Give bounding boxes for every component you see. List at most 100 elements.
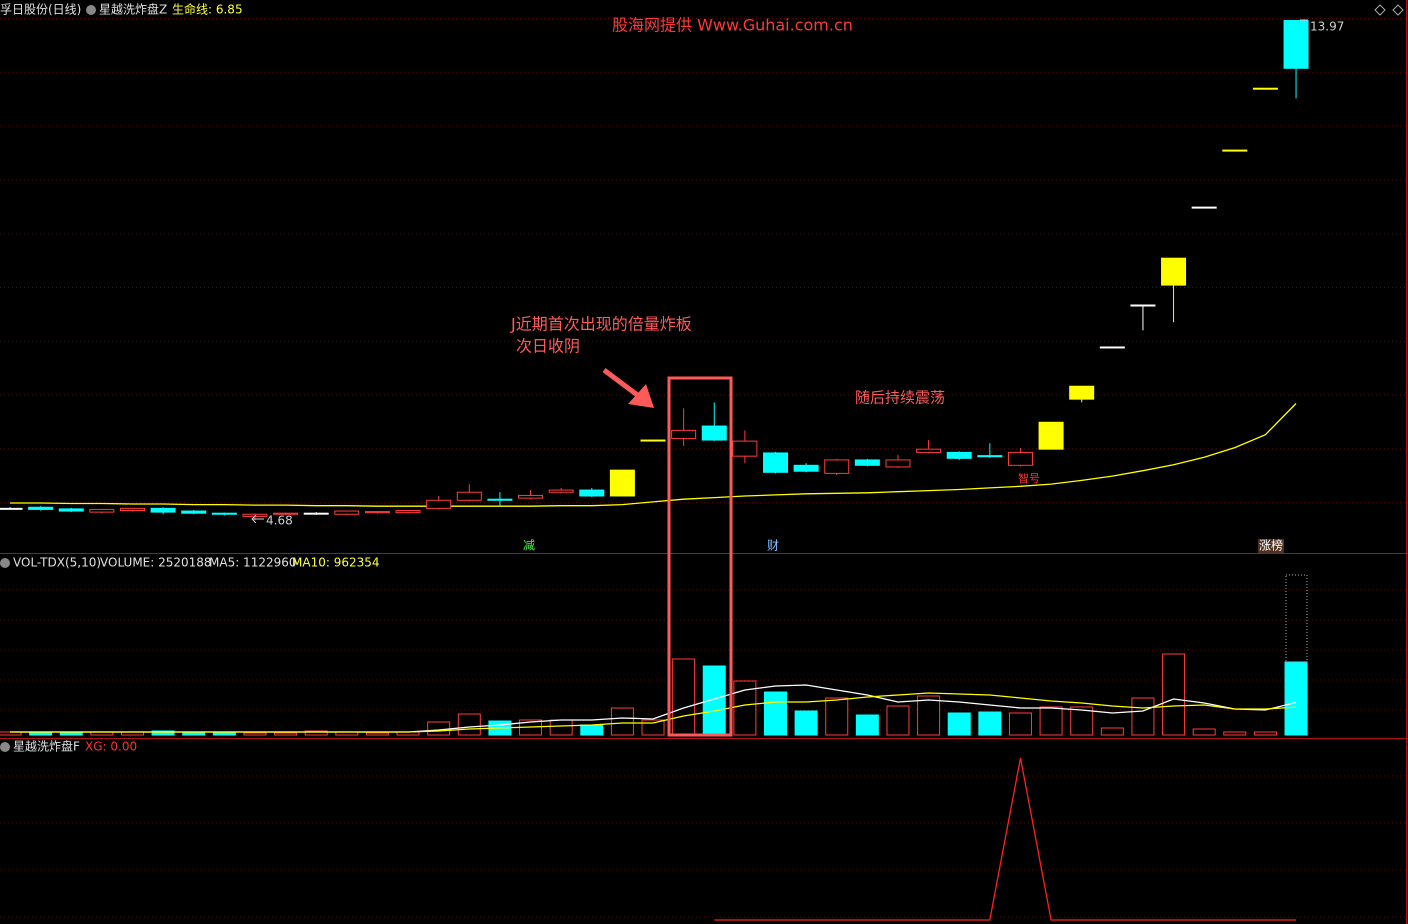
candle-body [58, 508, 84, 512]
vol-volume: VOLUME: 2520188 [100, 556, 212, 570]
volume-bar [274, 732, 298, 736]
icon [1392, 4, 1404, 16]
volume-bar [365, 732, 389, 736]
annotation: J近期首次出现的倍量炸板 [510, 315, 692, 334]
candle-body [763, 452, 788, 473]
low-arrow [251, 514, 264, 524]
candle-body [1252, 87, 1278, 90]
volume-bar [549, 719, 573, 736]
volume-bar [1253, 731, 1277, 736]
volume-bar [1192, 728, 1216, 736]
volume-bar [1070, 706, 1094, 736]
low-label: 4.68 [266, 514, 293, 528]
annotation: 随后持续震荡 [855, 389, 945, 407]
candle-body [426, 499, 452, 509]
volume-bar [1131, 697, 1155, 736]
lifeline [10, 403, 1297, 507]
indicator-name: 星越洗炸盘Z [99, 2, 167, 17]
stock-name: 孚日股份(日线) [0, 3, 81, 17]
volume-bar [886, 705, 910, 736]
candle-body [1161, 257, 1187, 286]
vol-ma10: MA10: 962354 [292, 556, 380, 570]
candle-body [1069, 385, 1095, 400]
icon [0, 558, 10, 568]
tag: 涨榜 [1259, 538, 1283, 553]
candle-body [640, 439, 666, 442]
volume-bar [1039, 706, 1063, 736]
estimate-box [1285, 574, 1308, 664]
tag: 财 [767, 539, 779, 553]
volume-bar [1284, 661, 1308, 736]
volume-bar [794, 710, 818, 736]
candle-body [609, 469, 635, 497]
volume-bar [978, 711, 1002, 736]
volume-bar [1100, 727, 1124, 736]
volume-bar [764, 691, 787, 736]
xg-value: XG: 0.00 [85, 740, 137, 754]
candle-body [1191, 206, 1217, 209]
icon [86, 5, 96, 15]
volume-bar [1162, 653, 1186, 736]
candle-body [303, 512, 329, 515]
source-note: 股海网提供 Www.Guhai.com.cn [612, 16, 853, 35]
volume-bar [733, 680, 757, 736]
candle-body [119, 507, 145, 512]
volume-bar [457, 713, 481, 736]
volume-bar [610, 707, 634, 736]
candle-body [28, 506, 54, 510]
candle-body [1007, 451, 1033, 466]
candle-body [1222, 149, 1248, 152]
volume-bar [825, 697, 849, 736]
tag: 智号 [1018, 471, 1040, 485]
candle-body [946, 451, 972, 459]
arrow-head [628, 384, 654, 408]
volume-bar [304, 730, 328, 736]
volume-bar [672, 658, 696, 736]
candle-body [701, 425, 727, 441]
volume-bar [1223, 731, 1247, 736]
candle-body [181, 510, 207, 514]
volume-bar [1008, 712, 1032, 736]
candle-body [824, 459, 850, 474]
candle-body [487, 498, 513, 501]
volume-bar [580, 724, 604, 736]
candle-body [671, 429, 697, 439]
volume-bar [947, 712, 971, 736]
candle-body [977, 455, 1003, 458]
candle-body [518, 494, 544, 499]
arrow [602, 368, 642, 399]
candle-body [89, 508, 115, 513]
high-label: 13.97 [1310, 20, 1344, 34]
candle-body [885, 459, 911, 468]
volume-bar [855, 714, 879, 736]
highlight-box [667, 376, 733, 737]
candle-body [150, 507, 176, 513]
candle-body [364, 511, 390, 514]
volume-bar [917, 695, 941, 736]
candle-body [273, 512, 299, 515]
ma-line [10, 692, 1297, 733]
candle-body [1038, 421, 1064, 450]
volume-bar [243, 732, 267, 736]
icon [1374, 4, 1386, 16]
candle-body [0, 507, 23, 510]
candle-body [548, 489, 574, 493]
candle-body [579, 489, 605, 497]
plot [0, 19, 1309, 921]
candle-body [1283, 19, 1309, 69]
xg-name: 星越洗炸盘F [13, 739, 80, 754]
vol-ma5: MA5: 1122960 [209, 556, 297, 570]
candle-body [854, 459, 880, 466]
candle-body [395, 510, 421, 514]
candle-body [1099, 346, 1125, 349]
candle-body [211, 512, 237, 515]
annotation: 次日收阴 [516, 337, 580, 356]
vol-name: VOL-TDX(5,10) [13, 556, 101, 570]
volume-bar [641, 719, 665, 736]
candle-body [456, 491, 482, 501]
icon [0, 742, 10, 752]
tag: 减 [523, 539, 535, 553]
candle-body [793, 464, 819, 472]
candle-body [732, 440, 758, 457]
